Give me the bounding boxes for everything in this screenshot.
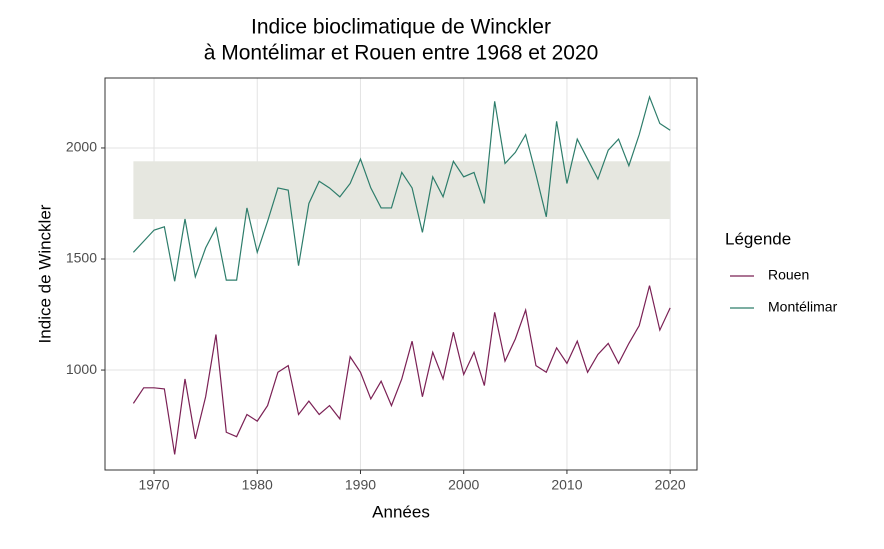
legend-label: Montélimar bbox=[768, 299, 838, 315]
x-tick-label: 2000 bbox=[448, 477, 479, 493]
panel-border bbox=[104, 77, 698, 471]
x-tick-label: 1990 bbox=[345, 477, 376, 493]
x-tick-label: 2020 bbox=[655, 477, 686, 493]
chart-title: Indice bioclimatique de Winckler bbox=[251, 16, 551, 39]
x-tick-label: 2010 bbox=[551, 477, 582, 493]
x-axis-title: Années bbox=[372, 502, 430, 521]
x-tick-label: 1970 bbox=[138, 477, 169, 493]
y-tick-label: 1000 bbox=[66, 361, 97, 377]
reference-band bbox=[133, 161, 671, 220]
y-tick-label: 2000 bbox=[66, 139, 97, 155]
series-line bbox=[132, 94, 671, 282]
y-axis-title: Indice de Winckler bbox=[35, 204, 54, 343]
series-line bbox=[132, 285, 671, 455]
chart-subtitle: à Montélimar et Rouen entre 1968 et 2020 bbox=[204, 42, 599, 65]
legend-label: Rouen bbox=[768, 267, 809, 283]
legend-title: Légende bbox=[725, 229, 791, 248]
x-tick-label: 1980 bbox=[242, 477, 273, 493]
y-tick-label: 1500 bbox=[66, 250, 97, 266]
